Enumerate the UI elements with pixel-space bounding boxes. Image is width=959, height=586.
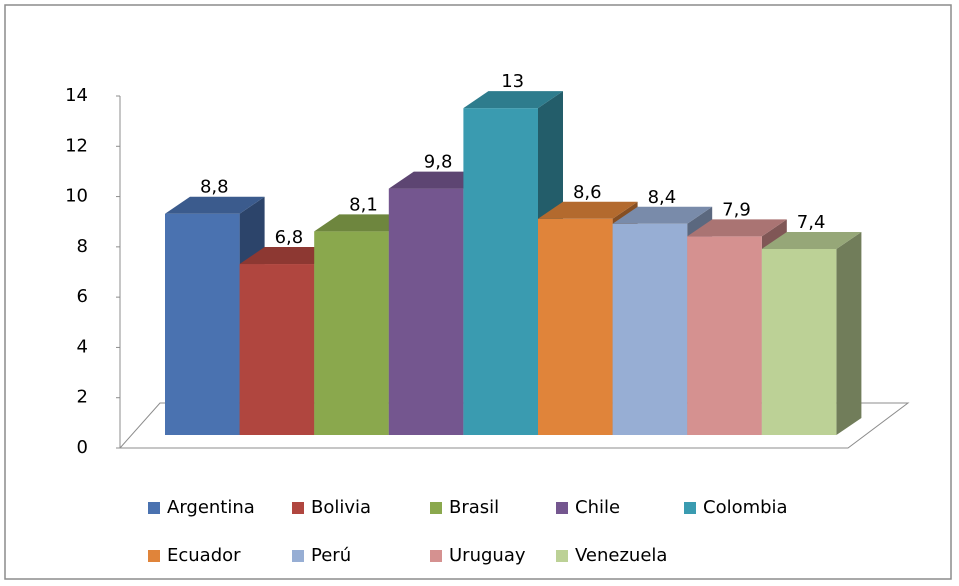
bar: [538, 218, 613, 435]
bar-top: [165, 196, 265, 214]
bar-side: [836, 231, 862, 435]
y-tick-label: 2: [77, 387, 88, 408]
bar: [463, 108, 538, 436]
data-label: 7,9: [722, 199, 751, 220]
legend-swatch: [292, 550, 304, 562]
legend-swatch: [430, 502, 442, 514]
data-label: 8,4: [648, 187, 677, 208]
y-tick-label: 0: [77, 437, 88, 458]
legend-label: Brasil: [449, 497, 499, 518]
data-label: 8,8: [200, 177, 229, 198]
data-label: 9,8: [424, 152, 453, 173]
legend-label: Venezuela: [575, 545, 667, 566]
legend-label: Chile: [575, 497, 620, 518]
bar: [314, 231, 389, 435]
legend-swatch: [556, 502, 568, 514]
legend-swatch: [556, 550, 568, 562]
y-tick-label: 12: [65, 135, 88, 156]
y-tick-label: 6: [77, 286, 88, 307]
data-label: 6,8: [275, 227, 304, 248]
data-label: 7,4: [797, 212, 826, 233]
legend-swatch: [148, 550, 160, 562]
bar-top: [538, 201, 638, 219]
bar-top: [761, 231, 862, 249]
legend-label: Argentina: [167, 497, 255, 518]
data-label: 8,1: [349, 194, 378, 215]
legend-swatch: [430, 550, 442, 562]
bar-top: [463, 91, 563, 109]
legend-swatch: [292, 502, 304, 514]
y-tick-label: 8: [77, 236, 88, 257]
legend-label: Uruguay: [449, 545, 526, 566]
legend-label: Bolivia: [311, 497, 371, 518]
bar: [165, 213, 240, 435]
legend-swatch: [148, 502, 160, 514]
legend-label: Colombia: [703, 497, 788, 518]
bar: [239, 264, 315, 435]
legend-label: Perú: [311, 545, 351, 566]
y-tick-label: 14: [65, 85, 88, 106]
y-tick-label: 10: [65, 186, 88, 207]
data-label: 8,6: [573, 182, 602, 203]
y-tick-label: 4: [77, 336, 88, 357]
bar: [612, 223, 688, 435]
bar-top: [687, 219, 787, 237]
bar: [388, 188, 464, 435]
bar: [687, 236, 762, 435]
bar-top: [612, 206, 713, 224]
legend-swatch: [684, 502, 696, 514]
legend-label: Ecuador: [167, 545, 241, 566]
data-label: 13: [501, 71, 524, 92]
bar: [761, 248, 837, 435]
